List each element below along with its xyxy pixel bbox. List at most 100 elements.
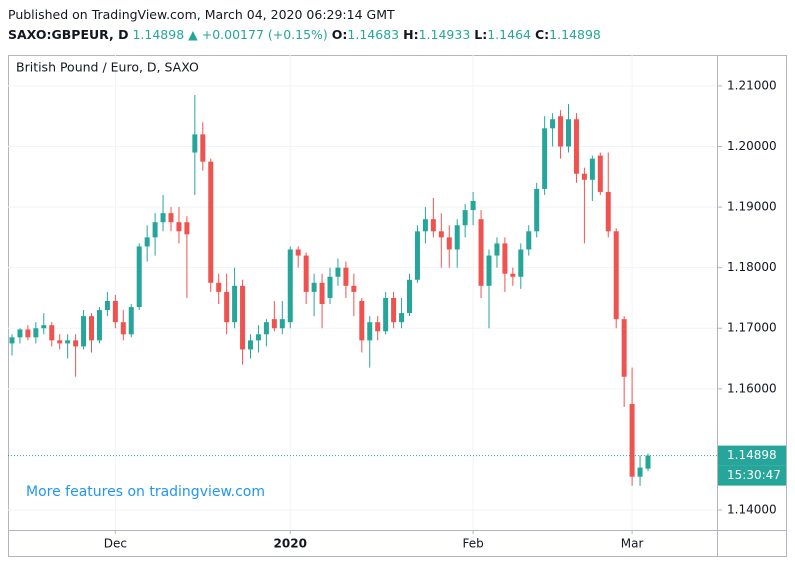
candle-body <box>255 334 261 341</box>
candle-body <box>351 285 357 292</box>
candle-body <box>478 219 484 286</box>
symbol: SAXO:GBPEUR, D <box>8 27 129 42</box>
candle-body <box>208 161 214 283</box>
candle-body <box>414 231 420 280</box>
close-label: C: <box>534 27 550 42</box>
high-value: 1.14933 <box>418 27 471 42</box>
candle-body <box>621 319 627 377</box>
candle-body <box>558 116 564 147</box>
candle-body <box>359 300 365 341</box>
y-tick-label: 1.18000 <box>727 260 777 274</box>
candle-body <box>327 276 333 298</box>
candle-body <box>136 246 142 308</box>
candle-body <box>534 188 540 232</box>
candle-body <box>550 119 556 129</box>
candle-body <box>510 273 516 277</box>
candle-body <box>57 340 63 344</box>
candle-body <box>486 255 492 286</box>
quote-line: SAXO:GBPEUR, D 1.14898 ▲ +0.00177 (+0.15… <box>8 25 601 45</box>
candle-body <box>232 285 238 323</box>
chart-title: British Pound / Euro, D, SAXO <box>16 60 199 75</box>
candle-body <box>581 173 587 180</box>
candle-body <box>597 155 603 192</box>
last-price-label: 1.14898 <box>727 448 777 462</box>
y-tick-label: 1.17000 <box>727 321 777 335</box>
x-tick-label: Mar <box>621 537 644 551</box>
header: Published on TradingView.com, March 04, … <box>8 5 601 45</box>
close-value: 1.14898 <box>549 27 601 42</box>
candle-body <box>343 267 349 286</box>
candle-body <box>391 297 397 323</box>
candle-body <box>248 340 253 350</box>
grid <box>8 55 717 530</box>
countdown-box <box>718 465 786 486</box>
candle-body <box>25 329 31 338</box>
candle-body <box>65 340 71 344</box>
open-label: O: <box>331 27 348 42</box>
candle-body <box>287 249 293 323</box>
candle-body <box>9 337 15 344</box>
candle-body <box>160 213 166 223</box>
candle-body <box>128 307 134 335</box>
candle-body <box>271 319 277 329</box>
candle-body <box>375 322 381 332</box>
candle-body <box>112 300 118 323</box>
candle-body <box>104 300 110 311</box>
candle-body <box>566 119 571 147</box>
candle-body <box>518 249 524 277</box>
candle-body <box>152 222 158 238</box>
candle-body <box>573 119 579 174</box>
candle-body <box>168 213 174 223</box>
candle-body <box>383 297 389 332</box>
candle-body <box>216 282 222 292</box>
candle-body <box>494 243 500 256</box>
candle-body <box>49 325 55 341</box>
candle-body <box>176 222 182 232</box>
x-tick-label: Dec <box>104 537 127 551</box>
published: Published on TradingView.com, March 04, … <box>8 7 395 22</box>
candle-body <box>263 322 269 335</box>
y-tick-label: 1.20000 <box>727 139 777 153</box>
candle-body <box>470 201 476 211</box>
candle-body <box>73 340 79 347</box>
candle-body <box>311 282 317 292</box>
candle-body <box>335 267 341 277</box>
candle-body <box>407 279 412 314</box>
candle-body <box>120 322 126 335</box>
high-label: H: <box>403 27 419 42</box>
candle-body <box>89 316 94 341</box>
last-price: 1.14898 <box>132 27 185 42</box>
candle-body <box>240 285 246 350</box>
candle-body <box>422 219 428 232</box>
low-value: 1.1464 <box>487 27 531 42</box>
y-tick-label: 1.21000 <box>727 78 777 92</box>
candle-body <box>144 237 150 247</box>
candle-body <box>367 322 373 341</box>
candle-body <box>645 455 651 469</box>
candle-body <box>399 313 405 323</box>
candle-body <box>605 191 611 232</box>
candle-body <box>81 316 87 347</box>
x-tick-label: Feb <box>462 537 483 551</box>
candle-body <box>637 467 643 477</box>
candle-body <box>200 134 206 162</box>
last-price-box <box>718 445 786 466</box>
candle-body <box>41 325 47 329</box>
candles <box>9 94 651 486</box>
candle-body <box>589 158 595 180</box>
candle-body <box>96 310 102 341</box>
low-label: L: <box>474 27 488 42</box>
candle-body <box>613 231 619 320</box>
y-tick-label: 1.19000 <box>727 200 777 214</box>
candle-body <box>430 219 436 232</box>
candle-body <box>319 282 325 305</box>
candle-body <box>454 225 460 250</box>
candle-body <box>526 231 532 250</box>
candle-body <box>184 222 190 235</box>
candle-body <box>224 291 230 323</box>
candle-body <box>462 210 468 226</box>
candle-body <box>303 255 309 292</box>
watermark: More features on tradingview.com <box>26 484 265 500</box>
